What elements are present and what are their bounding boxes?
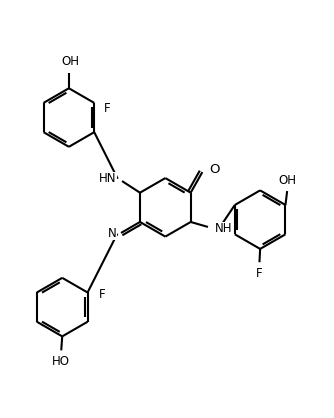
Text: OH: OH xyxy=(61,55,79,68)
Text: HN: HN xyxy=(99,172,117,185)
Text: O: O xyxy=(210,163,220,176)
Text: F: F xyxy=(99,288,106,301)
Text: N: N xyxy=(108,227,117,240)
Text: OH: OH xyxy=(278,174,296,187)
Text: HO: HO xyxy=(52,355,70,368)
Text: F: F xyxy=(256,267,263,280)
Text: NH: NH xyxy=(215,222,232,235)
Text: F: F xyxy=(104,102,110,115)
